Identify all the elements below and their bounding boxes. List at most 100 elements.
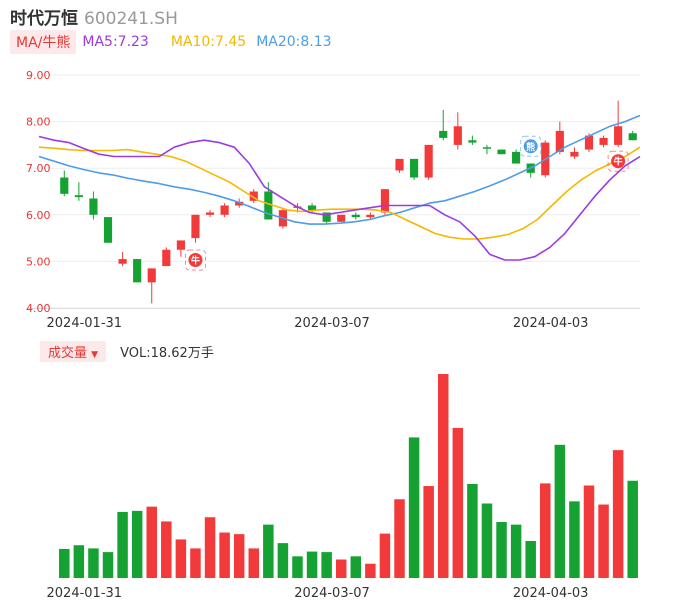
candle-body <box>395 158 404 171</box>
volume-bar <box>219 532 230 578</box>
candle-body <box>482 147 492 149</box>
x-tick-label: 2024-01-31 <box>47 586 123 601</box>
volume-bar <box>146 506 157 578</box>
volume-bar <box>452 427 464 578</box>
volume-bar <box>394 499 405 578</box>
x-tick-label: 2024-03-07 <box>294 586 370 601</box>
ma-lines <box>38 114 641 261</box>
volume-bar <box>583 485 595 578</box>
volume-bar <box>525 541 536 578</box>
volume-bar <box>437 374 449 578</box>
signal-marker-badge <box>611 154 626 169</box>
volume-bar <box>204 517 216 578</box>
volume-bar <box>88 548 99 578</box>
x-tick-label: 2024-04-03 <box>513 316 589 331</box>
candle-body <box>497 149 506 155</box>
volume-bar <box>73 545 85 578</box>
candle-body <box>424 144 433 178</box>
signal-marker-badge <box>523 139 538 154</box>
candle-body <box>468 140 477 143</box>
stock-header: 时代万恒 600241.SH <box>10 4 178 29</box>
volume-bar <box>350 556 362 578</box>
candle-body <box>264 191 273 220</box>
y-tick-label: 7.00 <box>26 162 51 175</box>
volume-bar <box>554 444 566 578</box>
ma10-line <box>38 146 641 240</box>
volume-bar <box>481 503 493 578</box>
candle-body <box>380 189 390 213</box>
volume-bar <box>175 539 187 578</box>
volume-bar <box>59 548 70 578</box>
volume-bar <box>612 450 624 578</box>
candle-body <box>453 126 462 145</box>
candle-body <box>439 130 448 138</box>
price-date-axis: 2024-01-31 2024-03-07 2024-04-03 <box>47 316 589 331</box>
signal-marker-frame <box>607 150 629 172</box>
volume-bar <box>496 521 507 578</box>
volume-legend: 成交量 ▼ VOL:18.62万手 <box>40 340 214 362</box>
ma5-line <box>38 135 641 261</box>
signal-markers: 牛 熊牛 <box>184 135 629 271</box>
y-tick-label: 5.00 <box>26 255 51 268</box>
candle-body <box>162 249 171 267</box>
ma5-value: MA5:7.23 <box>82 34 149 50</box>
candle-body <box>599 137 608 145</box>
candle-body <box>176 240 185 250</box>
volume-value: VOL:18.62万手 <box>120 345 214 361</box>
volume-date-axis: 2024-01-31 2024-03-07 2024-04-03 <box>47 586 589 601</box>
candle-body <box>322 212 331 222</box>
signal-marker-label: 牛 <box>191 255 200 267</box>
candle-body <box>220 205 229 215</box>
volume-bar <box>233 534 245 578</box>
candle-body <box>307 205 317 211</box>
volume-bar <box>263 524 274 578</box>
stock-code: 600241.SH <box>84 9 178 29</box>
ma-legend: MA/牛熊 MA5:7.23 MA10:7.45 MA20:8.13 <box>10 30 332 54</box>
x-tick-label: 2024-01-31 <box>47 316 123 331</box>
signal-marker-frame <box>184 249 206 271</box>
x-tick-label: 2024-03-07 <box>294 316 370 331</box>
volume-bar <box>131 510 143 578</box>
candle-body <box>89 198 98 215</box>
volume-bar <box>102 552 114 578</box>
candle-body <box>614 126 623 145</box>
volume-bar <box>423 486 434 578</box>
volume-bar <box>510 524 522 578</box>
candle-body <box>570 151 579 157</box>
ma20-line <box>38 114 641 225</box>
volume-bar <box>190 548 201 578</box>
volume-bar <box>335 559 347 578</box>
volume-bar <box>408 437 420 578</box>
signal-marker-badge <box>188 253 203 268</box>
volume-series <box>59 374 638 578</box>
volume-bar <box>161 521 172 578</box>
volume-bar <box>277 543 289 578</box>
stock-name: 时代万恒 <box>10 9 78 29</box>
candle-body <box>191 214 200 239</box>
volume-indicator-selector[interactable]: 成交量 ▼ <box>40 340 107 362</box>
candle-body <box>74 195 83 198</box>
candle-body <box>147 268 156 283</box>
candle-body <box>351 214 360 218</box>
volume-bar <box>627 480 638 578</box>
ma-indicator-selector[interactable]: MA/牛熊 <box>10 30 77 54</box>
volume-bar <box>467 483 478 578</box>
candle-body <box>584 135 594 150</box>
dropdown-arrow-icon: ▼ <box>91 349 99 360</box>
volume-bar <box>540 483 551 578</box>
price-grid <box>27 74 640 309</box>
x-tick-label: 2024-04-03 <box>513 586 589 601</box>
volume-bar <box>569 501 580 578</box>
y-tick-label: 4.00 <box>26 302 51 315</box>
candle-body <box>133 259 142 283</box>
candle-body <box>512 151 521 164</box>
volume-bar <box>321 552 332 578</box>
price-axis: 9.00 8.00 7.00 6.00 5.00 4.00 <box>26 69 51 315</box>
volume-bar <box>306 551 318 578</box>
volume-bar <box>379 533 391 578</box>
y-tick-label: 9.00 <box>26 69 51 82</box>
candle-body <box>103 217 113 243</box>
candle-body <box>628 133 637 141</box>
candle-body <box>366 214 375 218</box>
